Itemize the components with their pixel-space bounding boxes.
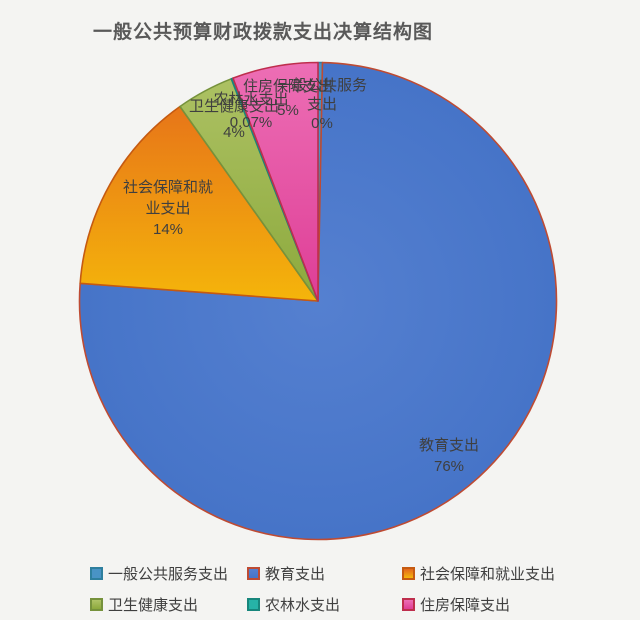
slice-label-2-line-2: 76% — [433, 458, 465, 475]
slice-label-6-line-2: 5% — [277, 102, 299, 119]
slice-label-6-line-1: 住房保障支出 — [242, 78, 334, 95]
chart-title: 一般公共预算财政拨款支出决算结构图 — [92, 22, 433, 43]
slice-label-3-line-2: 业支出 — [145, 200, 191, 217]
pie-slice-6 — [232, 61, 319, 302]
slice-label-1-line-2: 支出 — [306, 96, 338, 113]
slice-label-4-line-1: 卫生健康支出 — [188, 98, 280, 115]
pie-slice-3 — [79, 105, 319, 302]
slice-label-3-line-1: 社会保障和就 — [122, 179, 214, 196]
slice-label-1-line-3: 0% — [311, 115, 333, 132]
slice-label-1-line-1: 一般公共服务 — [276, 77, 368, 94]
slice-label-2-line-1: 教育支出 — [418, 437, 480, 454]
slice-label-3-line-3: 14% — [152, 221, 184, 238]
slice-label-4-line-2: 4% — [223, 124, 245, 141]
slice-label-5-line-1: 农林水支出 — [213, 91, 289, 108]
slice-label-5-line-2: 0.07% — [229, 114, 273, 131]
